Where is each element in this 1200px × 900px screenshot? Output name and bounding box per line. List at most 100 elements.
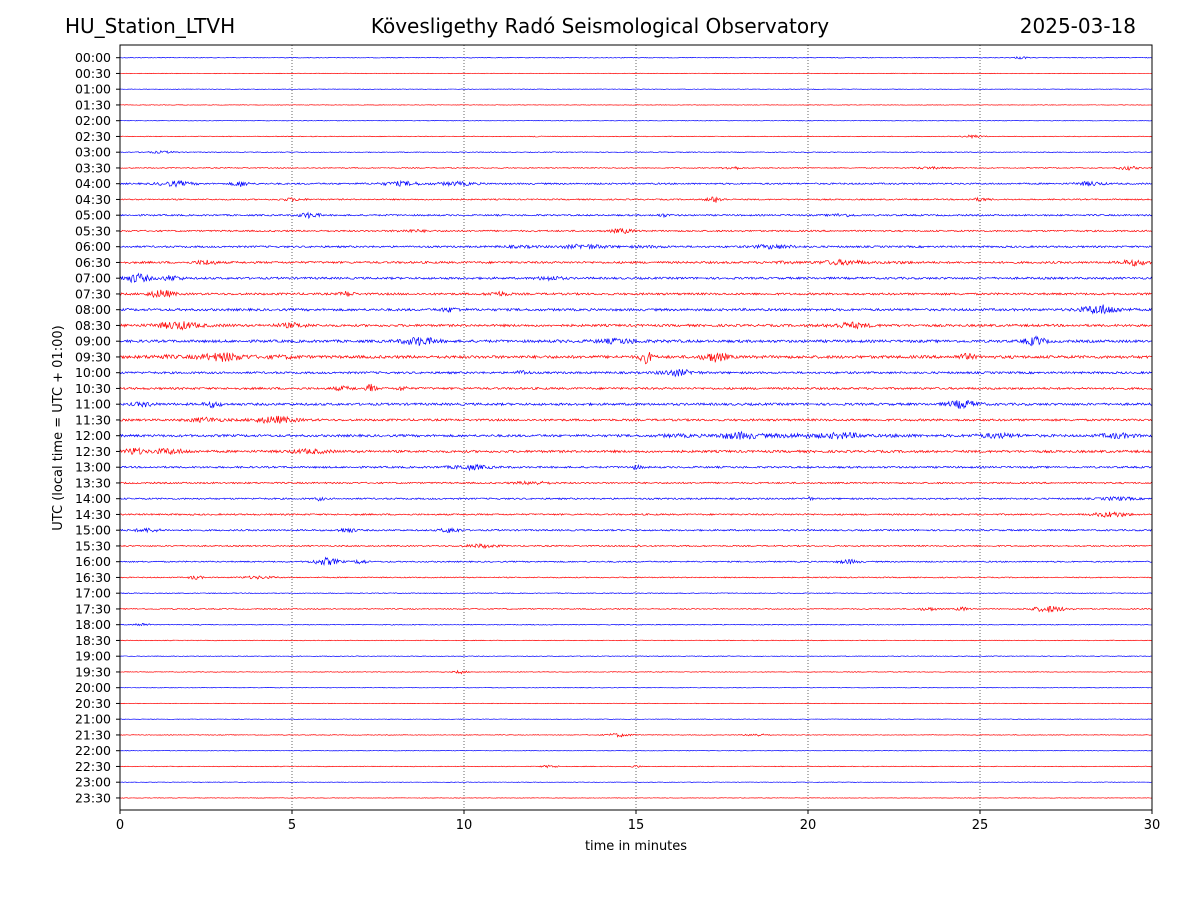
y-tick-label: 04:30 xyxy=(75,192,111,207)
trace-line xyxy=(119,495,1153,502)
y-tick-label: 00:30 xyxy=(75,66,111,81)
y-tick-label: 02:00 xyxy=(75,113,111,128)
trace-line xyxy=(119,415,1153,425)
trace-line xyxy=(119,575,1153,580)
y-tick-label: 10:30 xyxy=(75,381,111,396)
y-tick-label: 09:00 xyxy=(75,334,111,349)
trace-line xyxy=(119,335,1153,347)
y-tick-label: 17:30 xyxy=(75,601,111,616)
x-tick-label: 10 xyxy=(456,818,473,833)
trace-line xyxy=(119,104,1153,106)
trace-line xyxy=(119,321,1153,331)
y-tick-label: 00:00 xyxy=(75,50,111,65)
y-tick-label: 22:30 xyxy=(75,759,111,774)
x-tick-label: 25 xyxy=(972,818,989,833)
y-tick-label: 01:00 xyxy=(75,82,111,97)
trace-line xyxy=(119,383,1153,392)
trace-line xyxy=(119,399,1153,410)
trace-line xyxy=(119,702,1153,705)
y-tick-label: 14:00 xyxy=(75,491,111,506)
y-tick-label: 06:00 xyxy=(75,239,111,254)
x-axis: 0 5 10 15 20 25 30 xyxy=(116,810,1160,833)
grid-lines xyxy=(291,45,981,810)
trace-line xyxy=(119,733,1153,738)
y-tick-label: 17:00 xyxy=(75,586,111,601)
trace-line xyxy=(119,179,1153,188)
y-tick-label: 15:30 xyxy=(75,538,111,553)
trace-line xyxy=(119,797,1153,799)
trace-line xyxy=(119,120,1153,122)
chart-title: Kövesligethy Radó Seismological Observat… xyxy=(370,14,830,38)
trace-line xyxy=(119,88,1153,90)
trace-line xyxy=(119,446,1153,456)
y-tick-label: 03:00 xyxy=(75,145,111,160)
trace-line xyxy=(119,352,1153,365)
station-name: HU_Station_LTVH xyxy=(65,14,236,38)
trace-line xyxy=(119,165,1153,171)
y-tick-label: 10:00 xyxy=(75,365,111,380)
trace-line xyxy=(119,687,1153,689)
y-tick-label: 03:30 xyxy=(75,160,111,175)
y-tick-label: 18:30 xyxy=(75,633,111,648)
trace-line xyxy=(119,639,1153,642)
y-tick-label: 21:00 xyxy=(75,712,111,727)
y-tick-label: 18:00 xyxy=(75,617,111,632)
trace-line xyxy=(119,289,1153,299)
trace-line xyxy=(119,718,1153,720)
y-tick-label: 07:30 xyxy=(75,286,111,301)
x-tick-label: 5 xyxy=(288,818,296,833)
y-tick-label: 09:30 xyxy=(75,349,111,364)
y-tick-label: 04:00 xyxy=(75,176,111,191)
trace-line xyxy=(119,243,1153,250)
y-tick-label: 15:00 xyxy=(75,523,111,538)
y-tick-label: 12:30 xyxy=(75,444,111,459)
y-tick-label: 14:30 xyxy=(75,507,111,522)
trace-line xyxy=(119,556,1153,566)
trace-line xyxy=(119,463,1153,472)
y-tick-label: 13:30 xyxy=(75,475,111,490)
trace-line xyxy=(120,655,1152,657)
trace-line xyxy=(119,258,1153,267)
y-tick-label: 13:00 xyxy=(75,460,111,475)
trace-line xyxy=(119,196,1153,203)
trace-line xyxy=(119,56,1153,60)
trace-line xyxy=(119,527,1153,534)
x-tick-label: 30 xyxy=(1144,818,1161,833)
trace-line xyxy=(119,227,1153,234)
y-tick-label: 08:30 xyxy=(75,318,111,333)
trace-line xyxy=(119,430,1153,440)
trace-line xyxy=(119,750,1152,752)
trace-group xyxy=(119,56,1153,799)
y-axis: 00:0000:3001:0001:3002:0002:3003:0003:30… xyxy=(75,50,120,805)
trace-line xyxy=(119,134,1153,140)
y-tick-label: 20:00 xyxy=(75,680,111,695)
y-tick-label: 05:00 xyxy=(75,208,111,223)
trace-line xyxy=(119,606,1153,613)
trace-line xyxy=(119,480,1153,486)
y-tick-label: 11:00 xyxy=(75,397,111,412)
x-axis-label: time in minutes xyxy=(585,839,687,854)
trace-line xyxy=(119,542,1153,550)
trace-line xyxy=(119,211,1153,220)
chart-date: 2025-03-18 xyxy=(1019,14,1136,38)
y-tick-label: 01:30 xyxy=(75,97,111,112)
y-tick-label: 16:30 xyxy=(75,570,111,585)
y-tick-label: 06:30 xyxy=(75,255,111,270)
trace-line xyxy=(119,150,1153,154)
y-tick-label: 23:00 xyxy=(75,775,111,790)
y-tick-label: 02:30 xyxy=(75,129,111,144)
trace-line xyxy=(119,72,1153,75)
y-tick-label: 05:30 xyxy=(75,223,111,238)
y-tick-label: 19:30 xyxy=(75,664,111,679)
x-tick-label: 15 xyxy=(628,818,645,833)
y-tick-label: 21:30 xyxy=(75,727,111,742)
y-axis-label: UTC (local time = UTC + 01:00) xyxy=(51,325,66,530)
y-tick-label: 07:00 xyxy=(75,271,111,286)
trace-line xyxy=(119,764,1153,769)
trace-line xyxy=(119,623,1153,627)
trace-line xyxy=(119,304,1153,315)
y-tick-label: 08:00 xyxy=(75,302,111,317)
trace-line xyxy=(119,368,1153,378)
y-tick-label: 20:30 xyxy=(75,696,111,711)
